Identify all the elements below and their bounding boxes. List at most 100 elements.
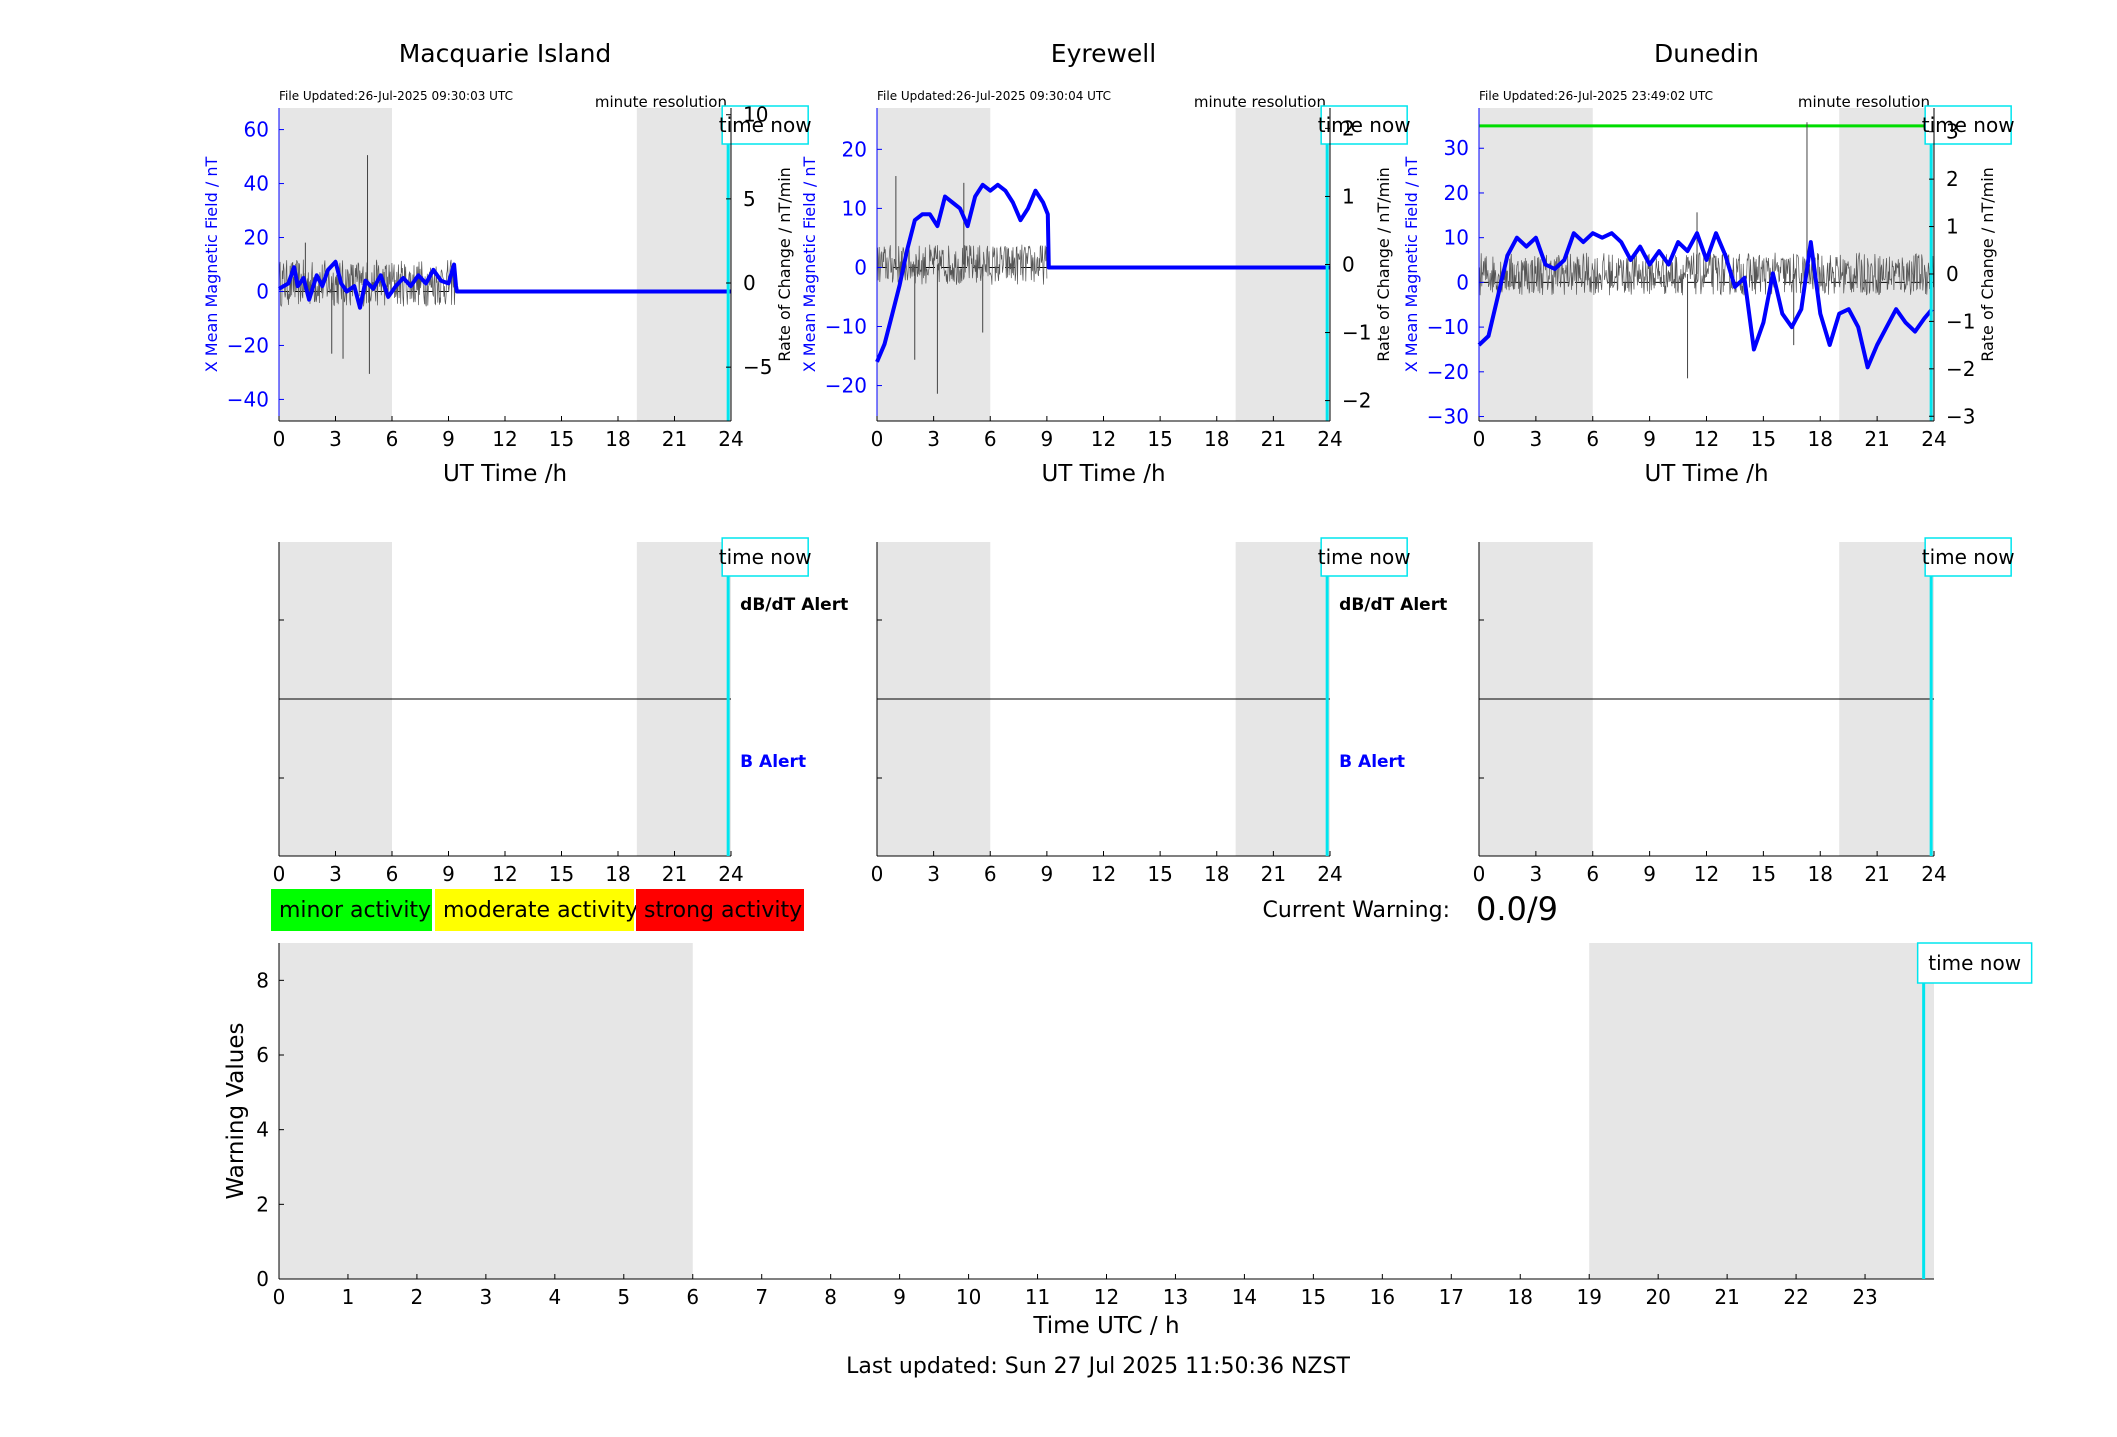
- warning-x-tick-label: 2: [411, 1285, 424, 1309]
- y-tick-label-left: −20: [1427, 360, 1469, 384]
- warning-y-tick-label: 0: [256, 1267, 269, 1291]
- y-tick-label-right: 0: [1342, 253, 1355, 277]
- alert-x-tick-label: 15: [1147, 862, 1172, 886]
- y-tick-label-left: −30: [1427, 405, 1469, 429]
- x-tick-label: 21: [1864, 427, 1889, 451]
- y-tick-label-right: −2: [1342, 389, 1371, 413]
- warning-x-tick-label: 10: [956, 1285, 981, 1309]
- warning-x-tick-label: 16: [1370, 1285, 1395, 1309]
- y-tick-label-left: −10: [1427, 315, 1469, 339]
- y-tick-label-right: 1: [1342, 184, 1355, 208]
- x-axis-label: UT Time /h: [1041, 461, 1165, 487]
- warning-x-tick-label: 14: [1232, 1285, 1257, 1309]
- alert-time-now-box: [1320, 537, 1408, 577]
- warning-x-tick-label: 17: [1439, 1285, 1464, 1309]
- alert-x-tick-label: 6: [1586, 862, 1599, 886]
- y-tick-label-left: 20: [1444, 181, 1469, 205]
- alert-x-tick-label: 24: [1921, 862, 1946, 886]
- alert-x-tick-label: 15: [1751, 862, 1776, 886]
- x-mean-field-series: [875, 182, 1330, 363]
- y-tick-label-left: 20: [244, 226, 269, 250]
- warning-x-tick-label: 6: [686, 1285, 699, 1309]
- warning-x-tick-label: 13: [1163, 1285, 1188, 1309]
- y-tick-label-right: 2: [1342, 116, 1355, 140]
- x-tick-label: 21: [662, 427, 687, 451]
- y-tick-label-right: 10: [743, 103, 768, 127]
- resolution-text: minute resolution: [595, 93, 727, 111]
- y-axis-label-left: X Mean Magnetic Field / nT: [800, 157, 819, 373]
- warning-time-now-box: [1916, 942, 2033, 984]
- warning-y-tick-label: 4: [256, 1118, 269, 1142]
- y-tick-label-right: −3: [1946, 404, 1975, 428]
- x-tick-label: 9: [1643, 427, 1656, 451]
- file-updated-text: File Updated:26-Jul-2025 09:30:04 UTC: [877, 89, 1111, 103]
- legend-strong-activity: strong activity: [644, 898, 802, 923]
- b-alert-label: B Alert: [740, 752, 806, 772]
- x-tick-label: 0: [871, 427, 884, 451]
- time-now-box: [1320, 105, 1408, 145]
- x-tick-label: 21: [1261, 427, 1286, 451]
- warning-y-axis-label: Warning Values: [223, 1022, 249, 1199]
- warning-x-tick-label: 11: [1025, 1285, 1050, 1309]
- alert-x-tick-label: 9: [442, 862, 455, 886]
- x-tick-label: 6: [386, 427, 399, 451]
- warning-x-tick-label: 5: [617, 1285, 630, 1309]
- y-tick-label-left: −40: [227, 387, 269, 411]
- y-tick-label-right: −5: [743, 355, 772, 379]
- y-tick-label-right: 0: [743, 271, 756, 295]
- warning-x-tick-label: 0: [273, 1285, 286, 1309]
- night-shade: [1235, 108, 1330, 421]
- file-updated-text: File Updated:26-Jul-2025 23:49:02 UTC: [1479, 89, 1713, 103]
- y-tick-label-right: 2: [1946, 167, 1959, 191]
- rate-of-change-series: [1478, 252, 1935, 296]
- y-axis-label-right: Rate of Change / nT/min: [1374, 167, 1393, 362]
- y-tick-label-left: −20: [227, 333, 269, 357]
- alert-x-tick-label: 9: [1643, 862, 1656, 886]
- warning-x-tick-label: 12: [1094, 1285, 1119, 1309]
- alert-x-tick-label: 21: [1864, 862, 1889, 886]
- y-axis-label-right: Rate of Change / nT/min: [775, 167, 794, 362]
- y-tick-label-left: 20: [842, 137, 867, 161]
- alert-x-tick-label: 0: [273, 862, 286, 886]
- alert-x-tick-label: 18: [1808, 862, 1833, 886]
- y-tick-label-left: 10: [1444, 226, 1469, 250]
- x-tick-label: 12: [492, 427, 517, 451]
- rate-of-change-series: [876, 244, 1048, 285]
- resolution-text: minute resolution: [1798, 93, 1930, 111]
- y-tick-label-left: −10: [825, 315, 867, 339]
- plot-layer: Macquarie Island File Updated:26-Jul-2025…: [202, 39, 2033, 1339]
- dbdt-alert-label: dB/dT Alert: [740, 595, 848, 615]
- station-title: Macquarie Island: [399, 39, 612, 68]
- x-tick-label: 24: [1921, 427, 1946, 451]
- y-axis-label-left: X Mean Magnetic Field / nT: [1402, 157, 1421, 373]
- x-tick-label: 24: [718, 427, 743, 451]
- warning-x-tick-label: 15: [1301, 1285, 1326, 1309]
- x-mean-field-series: [1477, 231, 1934, 370]
- alert-time-now-label: time now: [1318, 545, 1411, 569]
- y-axis-label-left: X Mean Magnetic Field / nT: [202, 157, 221, 373]
- alert-x-tick-label: 21: [662, 862, 687, 886]
- current-warning-label: Current Warning:: [1263, 898, 1450, 923]
- warning-y-tick-label: 6: [256, 1043, 269, 1067]
- x-tick-label: 6: [1586, 427, 1599, 451]
- alert-time-now-label: time now: [719, 545, 812, 569]
- warning-x-tick-label: 21: [1714, 1285, 1739, 1309]
- resolution-text: minute resolution: [1194, 93, 1326, 111]
- alert-x-tick-label: 9: [1041, 862, 1054, 886]
- x-tick-label: 3: [927, 427, 940, 451]
- x-tick-label: 24: [1317, 427, 1342, 451]
- file-updated-text: File Updated:26-Jul-2025 09:30:03 UTC: [279, 89, 513, 103]
- warning-x-tick-label: 3: [480, 1285, 493, 1309]
- alert-x-tick-label: 3: [329, 862, 342, 886]
- y-tick-label-left: 0: [854, 255, 867, 279]
- warning-x-tick-label: 23: [1852, 1285, 1877, 1309]
- warning-time-now-label: time now: [1928, 951, 2021, 975]
- last-updated: Last updated: Sun 27 Jul 2025 11:50:36 N…: [846, 1354, 1350, 1379]
- warning-night-shade: [279, 943, 693, 1279]
- alert-x-tick-label: 12: [1694, 862, 1719, 886]
- x-axis-label: UT Time /h: [443, 461, 567, 487]
- y-tick-label-right: 1: [1946, 215, 1959, 239]
- warning-x-tick-label: 8: [824, 1285, 837, 1309]
- warning-x-tick-label: 9: [893, 1285, 906, 1309]
